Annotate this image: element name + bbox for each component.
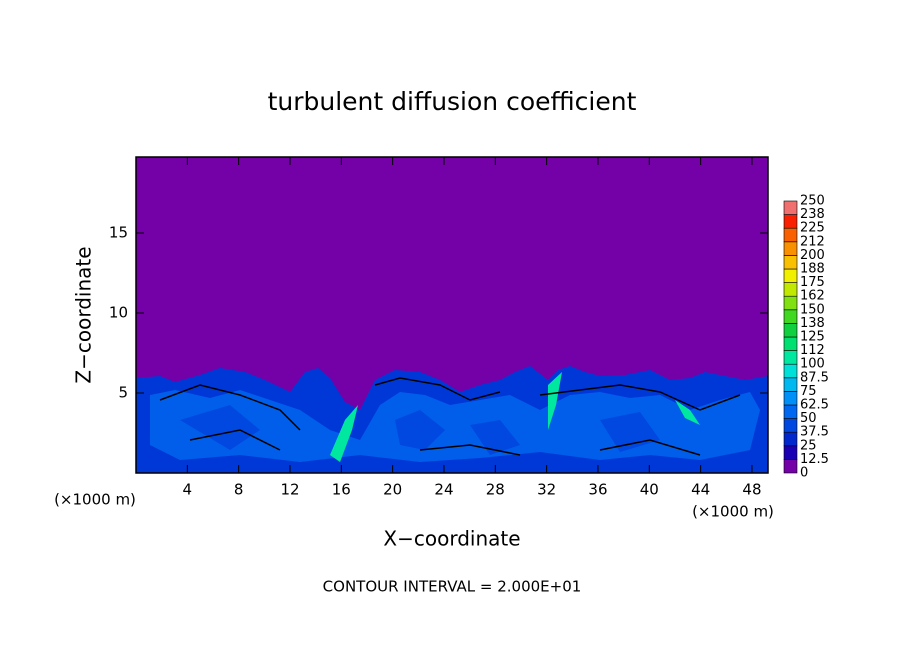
- colorbar-label: 100: [800, 357, 825, 372]
- colorbar-cell: [783, 323, 798, 338]
- colorbar-label: 150: [800, 302, 825, 317]
- x-axis-title: X−coordinate: [383, 527, 520, 551]
- colorbar-cell: [783, 214, 798, 229]
- colorbar-cell: [783, 241, 798, 256]
- chart-title: turbulent diffusion coefficient: [268, 87, 637, 116]
- colorbar-cell: [783, 363, 798, 379]
- colorbar-cell: [783, 391, 798, 406]
- x-unit-label: (×1000 m): [692, 503, 774, 521]
- x-tick-label: 36: [588, 481, 607, 499]
- y-axis-title: Z−coordinate: [72, 246, 96, 383]
- colorbar-cell: [783, 377, 798, 392]
- colorbar-label: 200: [800, 248, 825, 263]
- x-tick-label: 16: [332, 481, 351, 499]
- field-blob: [180, 405, 660, 455]
- y-tick-label: 10: [109, 304, 128, 322]
- field-mid: [150, 390, 760, 462]
- colorbar-label: 25: [800, 438, 817, 453]
- colorbar-label: 212: [800, 234, 825, 249]
- colorbar-cell: [783, 418, 798, 433]
- field: [135, 156, 769, 474]
- colorbar-label: 62.5: [800, 398, 829, 413]
- colorbar-label: 125: [800, 330, 825, 345]
- x-tick-label: 12: [280, 481, 299, 499]
- x-tick-label: 4: [183, 481, 193, 499]
- x-tick-label: 44: [691, 481, 710, 499]
- plot-frame: [135, 156, 769, 474]
- colorbar-label: 188: [800, 262, 825, 277]
- x-unit-label: (×1000 m): [54, 491, 136, 509]
- colorbar-label: 87.5: [800, 370, 829, 385]
- colorbar-cell: [783, 431, 798, 447]
- colorbar-cell: [783, 309, 798, 324]
- note: CONTOUR INTERVAL = 2.000E+01: [323, 578, 582, 596]
- colorbar-cell: [783, 282, 798, 297]
- colorbar-cell: [783, 445, 798, 460]
- colorbar-label: 138: [800, 316, 825, 331]
- colorbar-cell: [783, 227, 798, 243]
- x-tick-label: 24: [434, 481, 453, 499]
- x-tick-label: 8: [234, 481, 244, 499]
- colorbar-label: 238: [800, 207, 825, 222]
- y-tick-label: 15: [109, 224, 128, 242]
- colorbar-label: 162: [800, 289, 825, 304]
- colorbar-label: 0: [800, 466, 808, 481]
- x-tick-label: 48: [742, 481, 761, 499]
- colorbar-cell: [783, 295, 798, 311]
- colorbar-cell: [783, 336, 798, 351]
- colorbar-label: 37.5: [800, 425, 829, 440]
- colorbar-cell: [783, 268, 798, 283]
- x-tick-label: 32: [537, 481, 556, 499]
- x-tick-label: 40: [640, 481, 659, 499]
- x-tick-label: 28: [486, 481, 505, 499]
- colorbar-cell: [783, 459, 798, 474]
- colorbar-cell: [783, 255, 798, 270]
- colorbar-cell: [783, 404, 798, 419]
- y-tick-label: 5: [118, 384, 128, 402]
- colorbar-label: 175: [800, 275, 825, 290]
- colorbar-label: 250: [800, 194, 825, 209]
- colorbar-label: 112: [800, 343, 825, 358]
- contour-line: [159, 377, 741, 456]
- colorbar-label: 75: [800, 384, 817, 399]
- colorbar-label: 12.5: [800, 452, 829, 467]
- colorbar-cell: [783, 200, 798, 215]
- colorbar-cell: [783, 350, 798, 365]
- colorbar-label: 225: [800, 221, 825, 236]
- x-tick-label: 20: [383, 481, 402, 499]
- colorbar-label: 50: [800, 411, 817, 426]
